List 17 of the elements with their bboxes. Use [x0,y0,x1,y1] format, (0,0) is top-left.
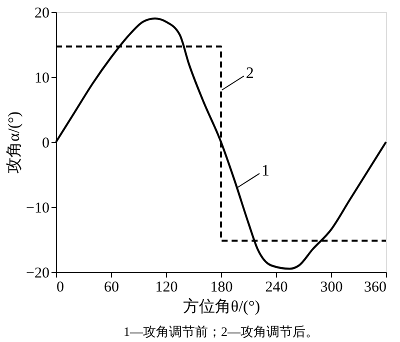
text: 1—攻角调节前；2—攻角调节后。 [124,324,318,339]
x-tick-label: 240 [265,280,288,296]
x-tick-label: 60 [104,280,119,296]
annotation: 1 [262,162,270,180]
x-tick-label: 300 [320,280,343,296]
x-tick-label: 180 [210,280,233,296]
y-tick-label: 10 [34,70,50,86]
y-tick-label: −10 [26,200,50,216]
x-tick-label: 0 [56,280,64,296]
annotation: 2 [246,65,254,82]
x-tick-label: 120 [155,280,178,296]
y-tick-label: 20 [34,6,50,22]
x-tick-label: 360 [364,280,386,296]
y-tick-label: 0 [42,136,50,152]
x-axis-title: 方位角θ/(°) [182,298,260,316]
y-tick-label: −20 [26,266,50,282]
y-axis-title: 攻角α/(°) [6,112,24,174]
